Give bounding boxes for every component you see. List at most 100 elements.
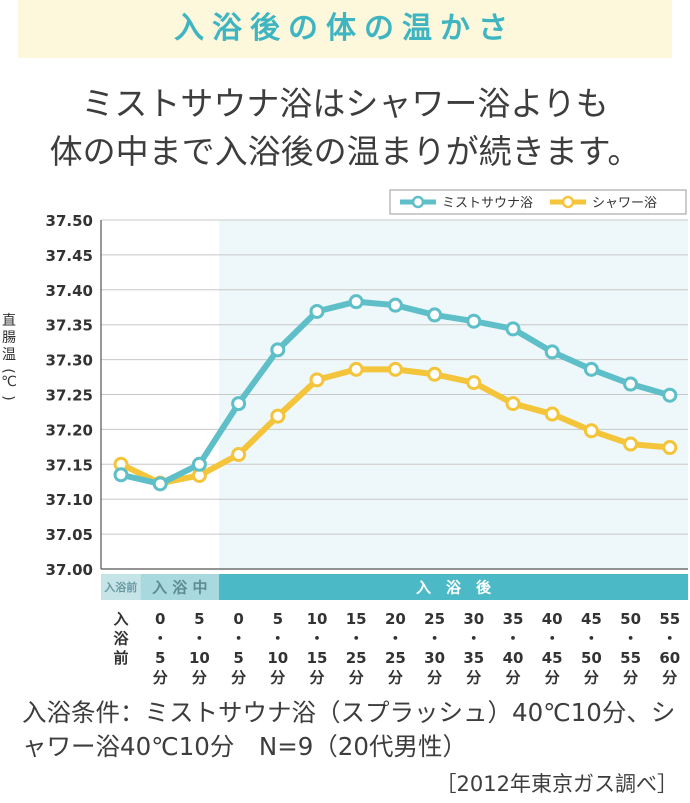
x-tick-label: ・ bbox=[545, 630, 560, 648]
y-axis-label-char: ( bbox=[0, 368, 16, 373]
x-tick-label: 分 bbox=[427, 669, 442, 686]
x-tick-label: 10 bbox=[307, 610, 328, 628]
x-tick-label: ・ bbox=[623, 630, 638, 648]
source-note: ［2012年東京ガス調べ］ bbox=[435, 772, 678, 796]
y-tick-label: 37.30 bbox=[46, 352, 93, 370]
x-tick-label: 10 bbox=[189, 649, 210, 667]
x-tick-label: 分 bbox=[505, 669, 520, 686]
x-tick-label: 25 bbox=[385, 649, 406, 667]
x-tick-label: ・ bbox=[192, 630, 207, 648]
x-tick-label: 55 bbox=[659, 610, 680, 628]
x-tick-label: ・ bbox=[231, 630, 246, 648]
data-point bbox=[191, 456, 207, 472]
data-point bbox=[662, 440, 678, 456]
x-tick-label: ・ bbox=[153, 630, 168, 648]
x-tick-label: 入 bbox=[113, 610, 128, 628]
data-point bbox=[505, 321, 521, 337]
y-tick-label: 37.25 bbox=[46, 387, 93, 405]
x-tick-label: 35 bbox=[503, 610, 524, 628]
phase-label: 入 浴 後 bbox=[416, 579, 492, 597]
x-tick-label: ・ bbox=[349, 630, 364, 648]
x-tick-label: 浴 bbox=[113, 630, 129, 648]
data-point bbox=[348, 294, 364, 310]
data-point bbox=[270, 342, 286, 358]
x-tick-label: 5 bbox=[194, 610, 204, 628]
x-tick-label: 分 bbox=[584, 669, 599, 686]
x-tick-label: 分 bbox=[388, 669, 403, 686]
legend-label: ミストサウナ浴 bbox=[442, 196, 533, 211]
x-tick-label: 50 bbox=[620, 610, 641, 628]
data-point bbox=[231, 447, 247, 463]
phase-band bbox=[140, 574, 219, 600]
x-tick-label: 0 bbox=[155, 610, 165, 628]
x-tick-label: ・ bbox=[309, 630, 324, 648]
x-tick-label: 5 bbox=[155, 649, 165, 667]
x-tick-label: 40 bbox=[503, 649, 524, 667]
x-tick-label: ・ bbox=[270, 630, 285, 648]
x-tick-label: 50 bbox=[581, 649, 602, 667]
headline-line-2: 体の中まで入浴後の温まりが続きます。 bbox=[49, 132, 641, 171]
x-tick-label: 30 bbox=[463, 610, 484, 628]
x-tick-label: 分 bbox=[309, 669, 324, 686]
y-tick-label: 37.10 bbox=[46, 491, 93, 509]
x-tick-label: 0 bbox=[233, 610, 243, 628]
data-point bbox=[662, 387, 678, 403]
headline-line-1: ミストサウナ浴はシャワー浴よりも bbox=[81, 84, 609, 123]
data-point bbox=[583, 361, 599, 377]
x-tick-label: ・ bbox=[662, 630, 677, 648]
data-point bbox=[427, 366, 443, 382]
y-axis-label-char: 腸 bbox=[2, 330, 16, 346]
x-tick-label: ・ bbox=[466, 630, 481, 648]
data-point bbox=[309, 303, 325, 319]
x-tick-label: 45 bbox=[542, 649, 563, 667]
x-tick-label: 10 bbox=[267, 649, 288, 667]
legend-label: シャワー浴 bbox=[592, 196, 657, 211]
x-tick-label: 分 bbox=[349, 669, 364, 686]
x-tick-label: 分 bbox=[270, 669, 285, 686]
legend-swatch-marker bbox=[411, 195, 425, 209]
data-point bbox=[623, 376, 639, 392]
y-tick-label: 37.00 bbox=[46, 561, 93, 579]
phase-label: 入 浴 中 bbox=[152, 579, 207, 597]
x-tick-label: ・ bbox=[388, 630, 403, 648]
x-tick-label: 分 bbox=[466, 669, 481, 686]
phase-band bbox=[219, 574, 688, 600]
x-tick-label: 分 bbox=[623, 669, 638, 686]
data-point bbox=[387, 361, 403, 377]
y-tick-label: 37.05 bbox=[46, 526, 93, 544]
data-point bbox=[583, 423, 599, 439]
data-point bbox=[270, 408, 286, 424]
x-tick-label: 30 bbox=[424, 649, 445, 667]
data-point bbox=[544, 344, 560, 360]
legend-box bbox=[389, 189, 687, 215]
y-tick-label: 37.50 bbox=[46, 212, 93, 230]
phase-label: 入浴前 bbox=[104, 580, 137, 594]
x-tick-label: 前 bbox=[113, 649, 128, 667]
x-tick-label: 25 bbox=[424, 610, 445, 628]
data-point bbox=[466, 375, 482, 391]
x-tick-label: 5 bbox=[233, 649, 243, 667]
y-axis-label-char: 直 bbox=[2, 312, 16, 329]
y-axis-label-char: 温 bbox=[2, 347, 16, 363]
x-tick-label: ・ bbox=[505, 630, 520, 648]
data-point bbox=[427, 307, 443, 323]
y-axis-label-char: ℃ bbox=[1, 374, 17, 390]
x-tick-label: 分 bbox=[153, 669, 168, 686]
x-tick-label: 25 bbox=[346, 649, 367, 667]
x-tick-label: 分 bbox=[192, 669, 207, 686]
x-tick-label: 60 bbox=[659, 649, 680, 667]
data-point bbox=[623, 436, 639, 452]
y-tick-label: 37.45 bbox=[46, 247, 93, 265]
x-tick-label: 15 bbox=[307, 649, 328, 667]
data-point bbox=[466, 313, 482, 329]
data-point bbox=[544, 406, 560, 422]
data-point bbox=[505, 396, 521, 412]
x-tick-label: 35 bbox=[463, 649, 484, 667]
x-tick-label: 55 bbox=[620, 649, 641, 667]
y-tick-label: 37.40 bbox=[46, 282, 93, 300]
y-tick-label: 37.35 bbox=[46, 317, 93, 335]
data-point bbox=[348, 361, 364, 377]
x-tick-label: ・ bbox=[427, 630, 442, 648]
data-point bbox=[309, 372, 325, 388]
line-chart: 37.50 37.45 37.40 37.35 37.30 37.25 37.20 37.15… bbox=[0, 189, 688, 686]
